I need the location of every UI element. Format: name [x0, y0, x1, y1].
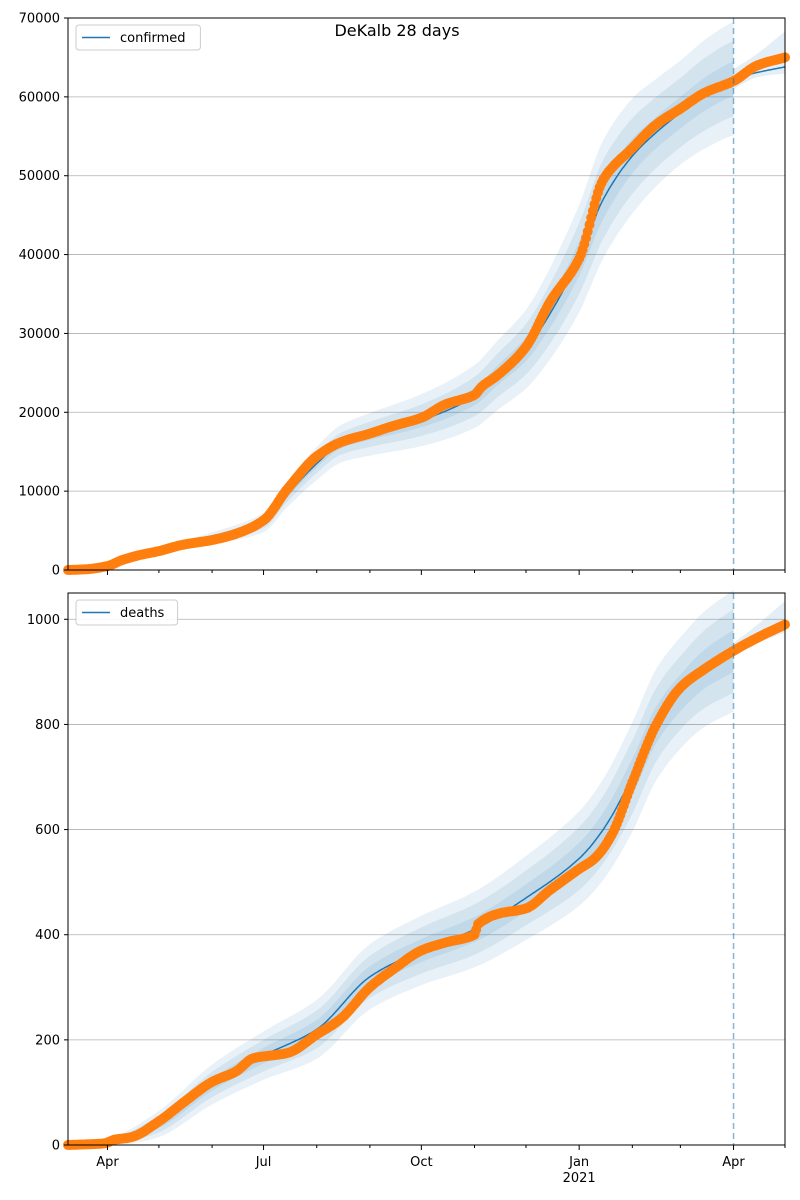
confirmed-panel: 0 10000 20000 30000 40000 50000 60000 70000 conf…	[19, 12, 790, 579]
y-tick-label: 10000	[19, 485, 60, 500]
y-tick-label: 800	[35, 718, 60, 733]
y-tick-label: 70000	[19, 12, 60, 27]
y-tick-label: 50000	[19, 169, 60, 184]
figure-title: DeKalb 28 days	[334, 21, 459, 40]
y-tick-label: 1000	[27, 613, 60, 628]
x-year-label: 2021	[563, 1171, 596, 1186]
observed-series	[63, 619, 790, 1150]
confidence-band	[68, 589, 734, 1145]
y-tick-label: 200	[35, 1033, 60, 1048]
x-tick-label: Oct	[410, 1155, 432, 1170]
y-tick-label: 60000	[19, 90, 60, 105]
observed-series	[63, 52, 790, 575]
y-tick-label: 20000	[19, 406, 60, 421]
legend-label: confirmed	[120, 31, 186, 46]
axes-frame	[67, 17, 786, 571]
y-tick-label: 0	[52, 1139, 60, 1154]
legend: deaths	[75, 599, 179, 626]
legend-box	[75, 599, 179, 626]
legend-box	[75, 24, 201, 51]
y-tick-label: 30000	[19, 327, 60, 342]
x-tick-label: Apr	[722, 1155, 745, 1170]
y-tick-label: 400	[35, 928, 60, 943]
legend-label: deaths	[120, 606, 165, 621]
y-tick-label: 600	[35, 823, 60, 838]
confidence-band	[68, 40, 734, 570]
x-tick-label: Jan	[568, 1155, 589, 1170]
confidence-band	[68, 21, 734, 570]
y-tick-label: 40000	[19, 248, 60, 263]
x-tick-label: Apr	[96, 1155, 119, 1170]
deaths-panel: 0 200 400 600 800 1000 deaths Apr Jul Oct Jan Apr 20…	[27, 589, 790, 1186]
legend: confirmed	[75, 24, 201, 51]
y-tick-label: 0	[52, 564, 60, 579]
axes-frame	[67, 592, 786, 1146]
x-tick-label: Jul	[255, 1155, 272, 1170]
